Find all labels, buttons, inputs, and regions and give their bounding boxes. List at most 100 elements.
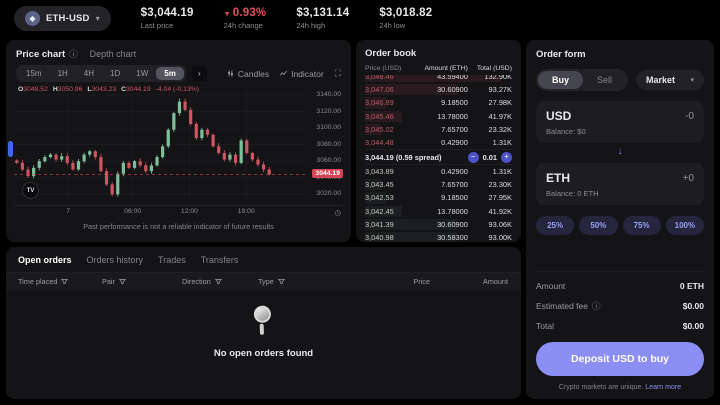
timeframe-4H[interactable]: 4H bbox=[76, 67, 102, 80]
orders-empty-state: No open orders found bbox=[6, 304, 521, 359]
timeframe-5m[interactable]: 5m bbox=[156, 67, 184, 80]
ask-row[interactable]: 3,044.48 0.42900 1.31K bbox=[365, 136, 512, 149]
clock-icon[interactable]: ◷ bbox=[334, 208, 341, 217]
cell-tot: 23.30K bbox=[488, 180, 512, 190]
change-value: 0.93% bbox=[232, 6, 267, 19]
timeframe-group: 15m 1H 4H 1D 1W 5m bbox=[16, 65, 186, 82]
x-axis-tick: 18:00 bbox=[237, 208, 255, 215]
pair-selector[interactable]: ◆ ETH-USD ▾ bbox=[14, 5, 111, 31]
depth-bar bbox=[365, 110, 402, 122]
buy-tab[interactable]: Buy bbox=[538, 71, 584, 89]
tradingview-logo[interactable]: TV bbox=[22, 182, 39, 199]
orders-panel: Open orders Orders history Trades Transfers… bbox=[6, 247, 521, 399]
ask-row[interactable]: 3,045.02 7.65700 23.32K bbox=[365, 123, 512, 136]
cell-price: 3,043.89 bbox=[365, 167, 394, 177]
indicator-icon bbox=[280, 70, 288, 76]
filter-icon[interactable] bbox=[277, 278, 285, 285]
tick-decrease-button[interactable]: − bbox=[467, 151, 479, 163]
learn-more-link[interactable]: Learn more bbox=[645, 384, 682, 391]
tab-depth-chart[interactable]: Depth chart bbox=[89, 49, 137, 59]
ohlc-legend: O3048.52 H3050.96 L3043.23 C3044.19 -4.04 (-… bbox=[18, 86, 200, 93]
candles-label: Candles bbox=[237, 68, 270, 79]
ask-row[interactable]: 3,047.06 30.60900 93.27K bbox=[365, 83, 512, 96]
info-icon[interactable]: ⓘ bbox=[69, 49, 78, 59]
last-price-label: Last price bbox=[140, 20, 174, 30]
timeframe-15m[interactable]: 15m bbox=[18, 67, 50, 80]
column-header-pair[interactable]: Pair bbox=[102, 277, 182, 286]
timeframe-1H[interactable]: 1H bbox=[50, 67, 76, 80]
order-summary: Amount 0 ETH Estimated fee ⓘ $0.00 Total $0.00 bbox=[536, 271, 704, 340]
asks-list: 3,048.46 43.59400 132.90K 3,047.06 30.60900 9… bbox=[365, 75, 512, 149]
cell-amt: 7.65700 bbox=[441, 180, 468, 190]
spread-text: 3,044.19 (0.59 spread) bbox=[365, 152, 442, 162]
tab-price-chart[interactable]: Price chart ⓘ bbox=[16, 48, 78, 60]
bids-list: 3,043.89 0.42900 1.31K 3,043.45 7.65700 23.30… bbox=[365, 165, 512, 242]
sell-tab[interactable]: Sell bbox=[583, 71, 626, 89]
order-type-dropdown[interactable]: Market ▾ bbox=[636, 70, 704, 90]
candlestick-chart[interactable]: O3048.52 H3050.96 L3043.23 C3044.19 -4.04 (-… bbox=[8, 85, 343, 203]
indicator-button[interactable]: Indicator bbox=[280, 69, 324, 79]
bid-row[interactable]: 3,043.89 0.42900 1.31K bbox=[365, 165, 512, 178]
ask-row[interactable]: 3,046.89 9.18500 27.98K bbox=[365, 96, 512, 109]
column-header-type[interactable]: Type bbox=[258, 277, 320, 286]
usd-input-value[interactable]: -0 bbox=[685, 110, 694, 122]
filter-icon[interactable] bbox=[118, 278, 126, 285]
summary-value: $0.00 bbox=[682, 321, 704, 331]
y-axis-tick: 3120.00 bbox=[316, 107, 341, 115]
filter-icon[interactable] bbox=[214, 278, 222, 285]
cell-price: 3,045.02 bbox=[365, 124, 394, 134]
tab-open-orders[interactable]: Open orders bbox=[18, 255, 72, 265]
bid-row[interactable]: 3,042.53 9.18500 27.95K bbox=[365, 191, 512, 204]
bid-row[interactable]: 3,040.98 30.58300 93.00K bbox=[365, 231, 512, 242]
order-form-panel: Order form Buy Sell Market ▾ USD -0 Bala… bbox=[526, 40, 714, 399]
timeframe-more-button[interactable]: › bbox=[191, 66, 207, 81]
ask-row[interactable]: 3,045.46 13.78000 41.97K bbox=[365, 110, 512, 123]
cell-price: 3,040.98 bbox=[365, 233, 394, 242]
percent-button-25[interactable]: 25% bbox=[536, 216, 575, 235]
candles-toggle[interactable]: Candles bbox=[227, 69, 269, 79]
eth-amount-field[interactable]: ETH +0 Balance: 0 ETH bbox=[536, 163, 704, 205]
chart-toolbar: 15m 1H 4H 1D 1W 5m › Candles Indicator ⛶ bbox=[6, 63, 351, 82]
price-chart-title: Price chart bbox=[16, 48, 66, 60]
cell-tot: 93.00K bbox=[488, 233, 512, 242]
chart-disclaimer: Past performance is not a reliable indic… bbox=[83, 222, 274, 231]
tab-transfers[interactable]: Transfers bbox=[200, 255, 239, 265]
usd-amount-field[interactable]: USD -0 Balance: $0 bbox=[536, 101, 704, 143]
cell-price: 3,042.53 bbox=[365, 193, 394, 203]
timeframe-1D[interactable]: 1D bbox=[102, 67, 128, 80]
y-axis-tick: 3100.00 bbox=[316, 124, 341, 132]
depth-bar bbox=[365, 97, 387, 109]
low-value: $3,018.82 bbox=[379, 6, 433, 19]
deposit-usd-button[interactable]: Deposit USD to buy bbox=[536, 342, 704, 376]
bid-row[interactable]: 3,041.39 30.60900 93.06K bbox=[365, 218, 512, 231]
col-amount: Amount (ETH) bbox=[424, 65, 468, 72]
tab-orders-history[interactable]: Orders history bbox=[86, 255, 144, 265]
price-axis[interactable]: 3140.003120.003100.003080.003060.003040.… bbox=[309, 85, 343, 203]
high-label: 24h high bbox=[296, 20, 326, 30]
order-type-value: Market bbox=[646, 75, 676, 85]
cell-tot: 1.31K bbox=[492, 167, 512, 177]
eth-input-value[interactable]: +0 bbox=[682, 172, 694, 184]
filter-icon[interactable] bbox=[61, 278, 69, 285]
depth-bar bbox=[365, 84, 458, 96]
column-header-direction[interactable]: Direction bbox=[182, 277, 258, 286]
bid-row[interactable]: 3,042.45 13.78000 41.92K bbox=[365, 205, 512, 218]
fullscreen-icon[interactable]: ⛶ bbox=[334, 68, 341, 78]
ask-row[interactable]: 3,048.46 43.59400 132.90K bbox=[365, 75, 512, 83]
info-icon[interactable]: ⓘ bbox=[591, 301, 601, 311]
percent-button-100[interactable]: 100% bbox=[665, 216, 704, 235]
tick-increase-button[interactable]: + bbox=[501, 151, 512, 163]
bid-row[interactable]: 3,043.45 7.65700 23.30K bbox=[365, 178, 512, 191]
y-axis-tick: 3140.00 bbox=[316, 90, 341, 98]
percent-button-50[interactable]: 50% bbox=[579, 216, 618, 235]
x-axis-tick: 12:00 bbox=[180, 208, 198, 215]
percent-button-75[interactable]: 75% bbox=[622, 216, 661, 235]
down-arrow-icon: ▼ bbox=[223, 10, 231, 18]
column-header-time-placed[interactable]: Time placed bbox=[18, 277, 102, 286]
chart-side-handle[interactable] bbox=[8, 141, 13, 157]
time-axis[interactable]: ◷ 7 06:00 12:00 18:00 bbox=[14, 205, 343, 217]
order-book-columns: Price (USD) Amount (ETH) Total (USD) bbox=[365, 65, 512, 75]
timeframe-1W[interactable]: 1W bbox=[128, 67, 156, 80]
tab-trades[interactable]: Trades bbox=[158, 255, 186, 265]
col-total: Total (USD) bbox=[476, 65, 512, 72]
